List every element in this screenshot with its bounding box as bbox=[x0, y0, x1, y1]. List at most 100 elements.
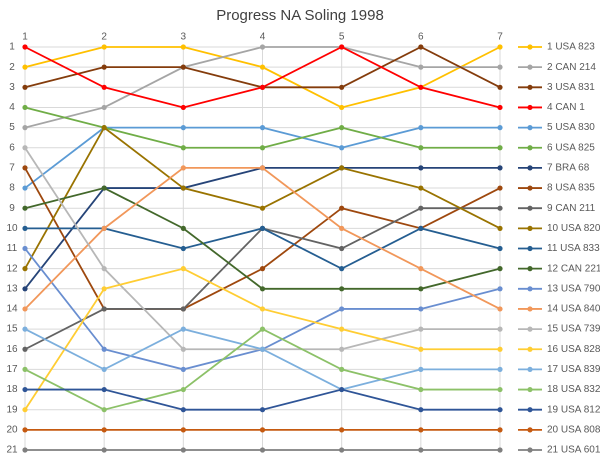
data-point bbox=[180, 104, 186, 111]
data-point bbox=[339, 346, 345, 352]
y-tick-label: 6 bbox=[9, 142, 15, 153]
data-point bbox=[22, 125, 28, 131]
y-tick-label: 7 bbox=[9, 163, 15, 174]
legend-label: 2 CAN 214 bbox=[547, 62, 596, 73]
data-point bbox=[180, 427, 186, 433]
legend-marker bbox=[527, 185, 533, 191]
legend-marker bbox=[527, 306, 533, 312]
data-point bbox=[339, 366, 345, 372]
data-point bbox=[418, 185, 424, 191]
data-point bbox=[497, 125, 503, 131]
y-tick-label: 8 bbox=[9, 183, 15, 194]
y-tick-label: 15 bbox=[6, 324, 18, 335]
legend-marker bbox=[527, 44, 533, 50]
data-point bbox=[418, 44, 424, 50]
data-point bbox=[180, 266, 186, 272]
data-point bbox=[22, 44, 28, 50]
data-point bbox=[418, 407, 424, 413]
data-point bbox=[22, 346, 28, 352]
data-point bbox=[22, 165, 28, 171]
data-point bbox=[497, 145, 503, 151]
data-point bbox=[339, 165, 345, 171]
legend-label: 11 USA 833 bbox=[547, 243, 600, 254]
data-point bbox=[22, 286, 28, 292]
legend-marker bbox=[527, 366, 533, 372]
legend-marker bbox=[527, 386, 533, 393]
legend-label: 14 USA 840 bbox=[547, 304, 600, 315]
data-point bbox=[259, 326, 266, 332]
data-point bbox=[418, 205, 424, 211]
data-point bbox=[339, 125, 345, 131]
data-point bbox=[22, 366, 28, 372]
data-point bbox=[339, 44, 345, 50]
data-point bbox=[418, 427, 424, 433]
data-point bbox=[259, 346, 266, 352]
data-point bbox=[259, 64, 266, 70]
data-point bbox=[418, 386, 424, 393]
data-point bbox=[101, 346, 107, 352]
data-point bbox=[418, 266, 424, 272]
data-point bbox=[22, 326, 28, 332]
data-point bbox=[180, 366, 186, 372]
data-point bbox=[101, 366, 107, 372]
data-point bbox=[259, 286, 266, 292]
data-point bbox=[339, 245, 345, 252]
x-tick-label: 3 bbox=[181, 32, 187, 43]
legend-marker bbox=[527, 205, 533, 211]
data-point bbox=[259, 165, 266, 171]
data-point bbox=[497, 427, 503, 433]
data-point bbox=[22, 145, 28, 151]
data-point bbox=[180, 407, 186, 413]
legend-marker bbox=[527, 407, 533, 413]
legend-marker bbox=[527, 427, 533, 433]
y-tick-label: 21 bbox=[6, 445, 18, 456]
data-point bbox=[339, 84, 345, 90]
data-point bbox=[339, 266, 345, 272]
legend-label: 1 USA 823 bbox=[547, 42, 595, 53]
y-tick-label: 3 bbox=[9, 82, 15, 93]
data-point bbox=[497, 386, 503, 393]
data-point bbox=[259, 447, 266, 453]
y-tick-label: 20 bbox=[6, 424, 18, 435]
data-point bbox=[22, 407, 28, 413]
data-point bbox=[101, 125, 107, 131]
data-point bbox=[339, 447, 345, 453]
legend-label: 12 CAN 221 bbox=[547, 263, 600, 274]
legend-marker bbox=[527, 145, 533, 151]
x-tick-label: 1 bbox=[22, 32, 28, 43]
y-tick-label: 14 bbox=[6, 304, 18, 315]
data-point bbox=[22, 225, 28, 231]
data-point bbox=[180, 386, 186, 393]
data-point bbox=[497, 225, 503, 231]
data-point bbox=[180, 145, 186, 151]
data-point bbox=[497, 165, 503, 171]
data-point bbox=[418, 145, 424, 151]
data-point bbox=[22, 266, 28, 272]
data-point bbox=[339, 326, 345, 332]
x-tick-label: 2 bbox=[101, 32, 107, 43]
data-point bbox=[180, 306, 186, 312]
x-tick-label: 4 bbox=[260, 32, 266, 43]
legend-marker bbox=[527, 225, 533, 231]
y-tick-label: 4 bbox=[9, 102, 15, 113]
data-point bbox=[259, 225, 266, 231]
data-point bbox=[497, 346, 503, 352]
data-point bbox=[101, 225, 107, 231]
data-point bbox=[180, 326, 186, 332]
legend-marker bbox=[527, 104, 533, 111]
data-point bbox=[259, 407, 266, 413]
data-point bbox=[497, 185, 503, 191]
legend-label: 16 USA 828 bbox=[547, 344, 600, 355]
data-point bbox=[180, 245, 186, 252]
y-tick-label: 16 bbox=[6, 344, 18, 355]
data-point bbox=[259, 306, 266, 312]
legend-label: 20 USA 808 bbox=[547, 424, 600, 435]
data-point bbox=[259, 145, 266, 151]
data-point bbox=[180, 447, 186, 453]
data-point bbox=[180, 125, 186, 131]
data-point bbox=[259, 44, 266, 50]
data-point bbox=[22, 427, 28, 433]
y-tick-label: 11 bbox=[7, 243, 18, 254]
data-point bbox=[101, 64, 107, 70]
data-point bbox=[22, 104, 28, 111]
